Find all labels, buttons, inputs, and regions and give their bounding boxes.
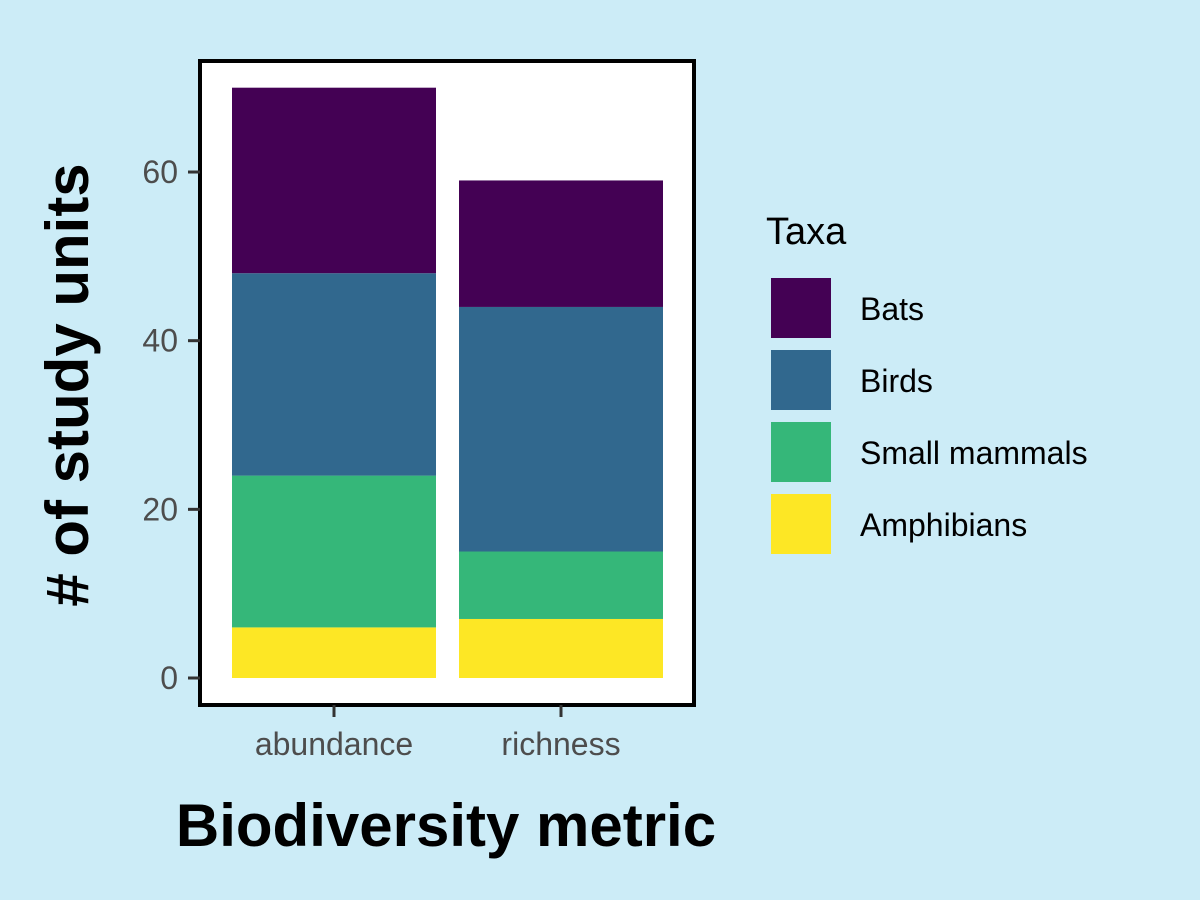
y-tick-label: 0 (160, 660, 178, 696)
bar-richness-amphibians (459, 618, 663, 678)
x-tick-label-richness: richness (501, 726, 620, 762)
legend: Taxa Bats Birds Small mammals Amphibians (766, 211, 1088, 554)
bar-abundance-small-mammals (232, 475, 436, 628)
bar-abundance-bats (232, 87, 436, 274)
y-tick-label: 60 (142, 154, 178, 190)
bar-richness-small-mammals (459, 551, 663, 619)
x-axis-title: Biodiversity metric (176, 792, 716, 859)
x-axis: abundance richness (255, 705, 621, 762)
y-axis: 0 20 40 60 (142, 154, 200, 696)
bar-abundance-amphibians (232, 627, 436, 678)
bar-abundance-birds (232, 273, 436, 476)
bars-layer (232, 87, 663, 678)
legend-title: Taxa (766, 211, 847, 253)
legend-swatch-amphibians (771, 494, 831, 554)
bar-richness-bats (459, 180, 663, 307)
y-tick-label: 40 (142, 323, 178, 359)
legend-label-small-mammals: Small mammals (860, 435, 1088, 471)
legend-swatch-small-mammals (771, 422, 831, 482)
legend-swatch-bats (771, 278, 831, 338)
y-tick-label: 20 (142, 491, 178, 527)
legend-label-amphibians: Amphibians (860, 507, 1027, 543)
legend-swatch-birds (771, 350, 831, 410)
legend-label-bats: Bats (860, 291, 924, 327)
y-axis-title: # of study units (34, 163, 101, 606)
bar-richness-birds (459, 306, 663, 552)
x-tick-label-abundance: abundance (255, 726, 413, 762)
legend-label-birds: Birds (860, 363, 933, 399)
